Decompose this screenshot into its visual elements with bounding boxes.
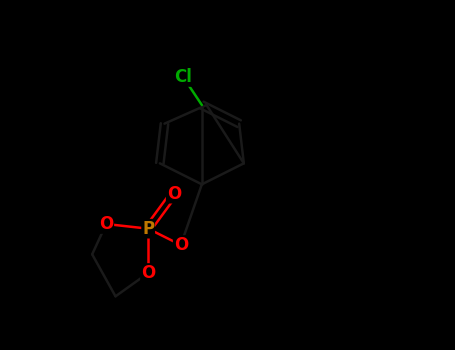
Text: O: O bbox=[141, 264, 155, 282]
Text: O: O bbox=[99, 215, 113, 233]
Text: P: P bbox=[142, 220, 154, 238]
Text: O: O bbox=[167, 185, 181, 203]
Text: O: O bbox=[174, 236, 188, 254]
Text: Cl: Cl bbox=[174, 68, 192, 86]
